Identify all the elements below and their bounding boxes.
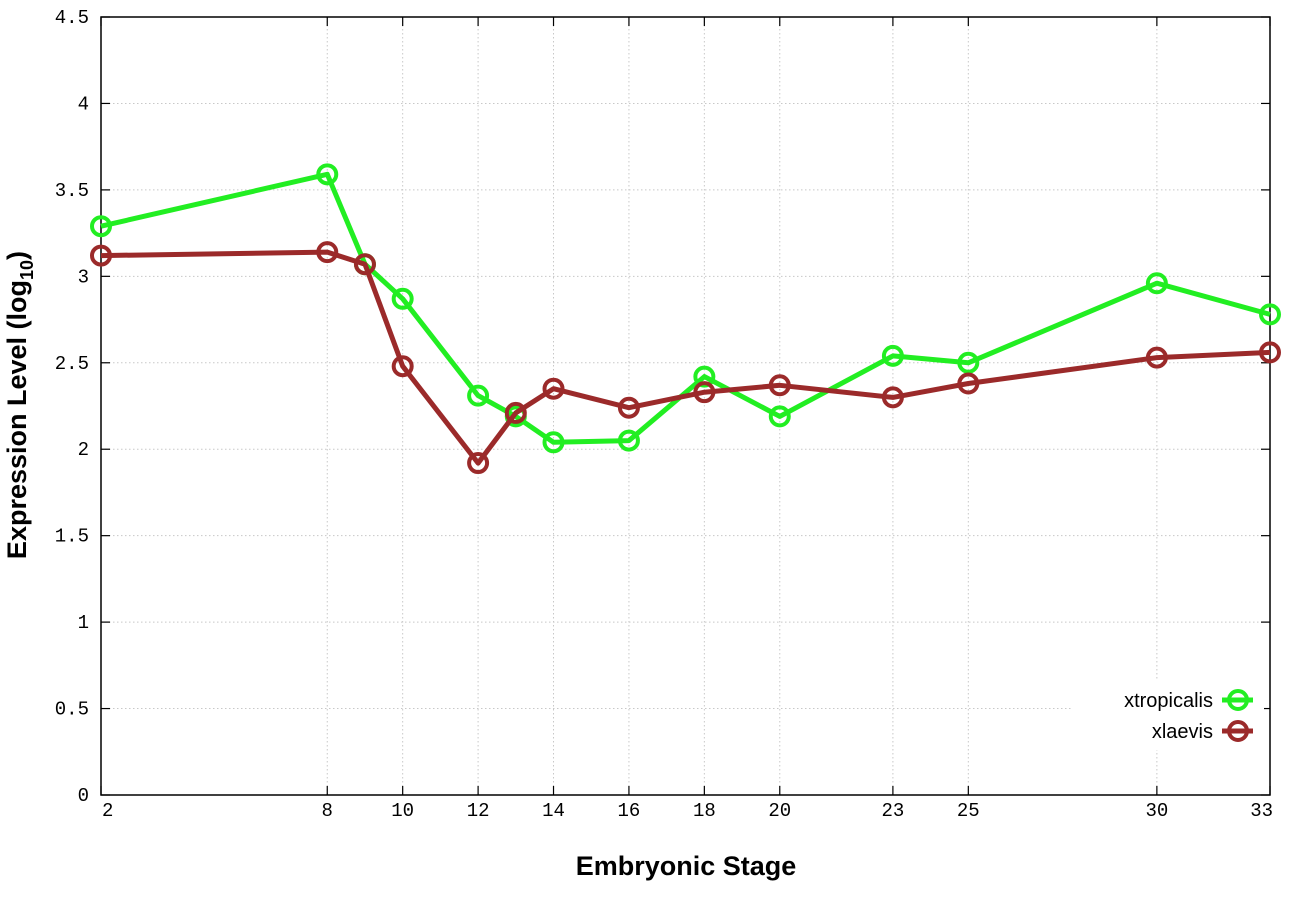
y-tick-label: 4.5 bbox=[55, 7, 89, 29]
data-point bbox=[957, 351, 980, 374]
data-point bbox=[693, 365, 716, 388]
data-point bbox=[1145, 346, 1168, 369]
data-point bbox=[617, 429, 640, 452]
y-tick-label: 0 bbox=[78, 785, 89, 807]
x-tick-label: 16 bbox=[618, 800, 641, 822]
y-axis-title-subscript: 10 bbox=[17, 260, 37, 280]
x-tick-label: 20 bbox=[768, 800, 791, 822]
data-point bbox=[504, 401, 527, 424]
x-tick-label: 25 bbox=[957, 800, 980, 822]
y-tick-label: 1 bbox=[78, 612, 89, 634]
y-axis-title: Expression Level (log10) bbox=[2, 251, 37, 559]
data-point bbox=[1259, 341, 1281, 364]
data-point bbox=[957, 372, 980, 395]
axis-ticks: 0 0.5 1 1.5 2 2.5 3 3.5 4 4.5 2 8 10 12 14 16 18 20 23 25 30… bbox=[55, 7, 1273, 822]
x-tick-label: 33 bbox=[1250, 800, 1273, 822]
series-xlaevis bbox=[90, 241, 1281, 475]
y-tick-label: 3 bbox=[78, 266, 89, 288]
legend-label: xtropicalis bbox=[1124, 690, 1213, 712]
data-point bbox=[1145, 272, 1168, 295]
legend-entry-xlaevis: xlaevis bbox=[1152, 720, 1253, 743]
data-point bbox=[316, 163, 339, 186]
data-point bbox=[391, 287, 414, 310]
y-tick-label: 3.5 bbox=[55, 180, 89, 202]
data-point bbox=[1259, 303, 1281, 326]
x-tick-label: 18 bbox=[693, 800, 716, 822]
legend-entry-xtropicalis: xtropicalis bbox=[1124, 689, 1253, 712]
x-tick-label: 2 bbox=[102, 800, 113, 822]
data-point bbox=[90, 215, 112, 238]
grid-lines bbox=[101, 17, 1270, 795]
series-line bbox=[100, 171, 1271, 445]
x-tick-label: 8 bbox=[322, 800, 333, 822]
data-series bbox=[90, 163, 1281, 475]
data-point bbox=[617, 396, 640, 419]
data-point bbox=[693, 381, 716, 404]
y-tick-label: 1.5 bbox=[55, 526, 89, 548]
y-axis-title-main: Expression Level (log bbox=[2, 280, 32, 559]
series-xtropicalis bbox=[90, 163, 1281, 454]
data-point bbox=[353, 253, 376, 276]
x-axis-title: Embryonic Stage bbox=[576, 851, 797, 881]
legend-swatch-marker bbox=[1227, 689, 1249, 711]
data-point bbox=[542, 377, 565, 400]
legend-label: xlaevis bbox=[1152, 721, 1213, 743]
data-point bbox=[768, 405, 791, 428]
data-point bbox=[542, 431, 565, 454]
x-tick-label: 14 bbox=[542, 800, 565, 822]
data-point bbox=[467, 384, 490, 407]
y-tick-label: 2 bbox=[78, 439, 89, 461]
x-tick-label: 12 bbox=[467, 800, 490, 822]
y-axis-title-suffix: ) bbox=[2, 251, 32, 260]
y-tick-label: 4 bbox=[78, 93, 89, 115]
legend: xtropicalis xlaevis bbox=[1072, 680, 1264, 750]
data-point bbox=[768, 374, 791, 397]
data-point bbox=[90, 244, 112, 267]
series-line bbox=[100, 249, 1271, 466]
data-point bbox=[391, 355, 414, 378]
data-point bbox=[881, 344, 904, 367]
data-point bbox=[467, 452, 490, 475]
x-tick-label: 23 bbox=[881, 800, 904, 822]
x-tick-label: 30 bbox=[1145, 800, 1168, 822]
data-point bbox=[881, 386, 904, 409]
x-tick-label: 10 bbox=[391, 800, 414, 822]
y-tick-label: 2.5 bbox=[55, 353, 89, 375]
legend-swatch-marker bbox=[1227, 720, 1249, 742]
plot-frame bbox=[100, 16, 1271, 796]
data-point bbox=[316, 241, 339, 264]
y-tick-label: 0.5 bbox=[55, 699, 89, 721]
